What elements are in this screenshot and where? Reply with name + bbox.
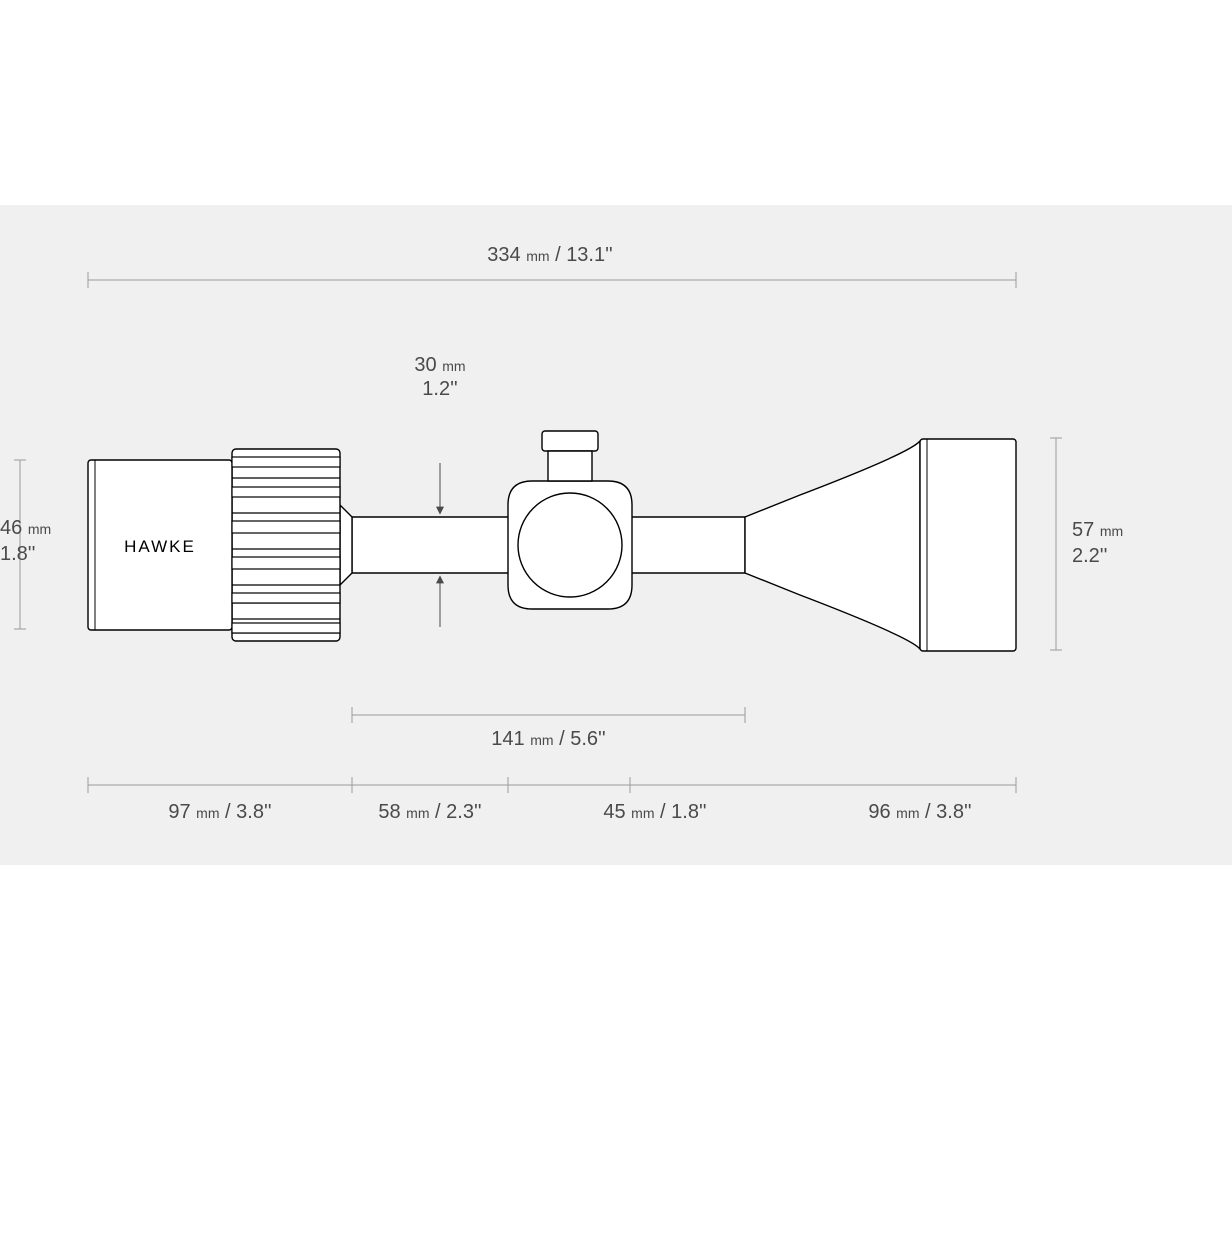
label-seg2: 58 mm / 2.3'' [352, 800, 508, 825]
label-seg3: 45 mm / 1.8'' [545, 800, 765, 825]
scope-bell [745, 441, 920, 649]
label-seg4: 96 mm / 3.8'' [760, 800, 1080, 825]
turret-knob [518, 493, 622, 597]
label-midspan: 141 mm / 5.6'' [352, 727, 745, 752]
scope-outline [88, 431, 1016, 651]
scope-objective [920, 439, 1016, 651]
turret-top-cap [542, 431, 598, 451]
label-seg1: 97 mm / 3.8'' [88, 800, 352, 825]
label-right-h: 57 mm 2.2'' [1072, 517, 1123, 569]
label-tube: 30 mm 1.2'' [380, 353, 500, 401]
turret-top-neck [548, 451, 592, 481]
label-left-h: 46 mm 1.8'' [0, 515, 51, 567]
label-overall: 334 mm / 13.1'' [0, 243, 1100, 268]
brand-text: HAWKE [124, 537, 196, 556]
scope-taper-left [340, 505, 352, 585]
diagram-svg: HAWKE [0, 205, 1232, 865]
diagram-stage: HAWKE [0, 205, 1232, 865]
